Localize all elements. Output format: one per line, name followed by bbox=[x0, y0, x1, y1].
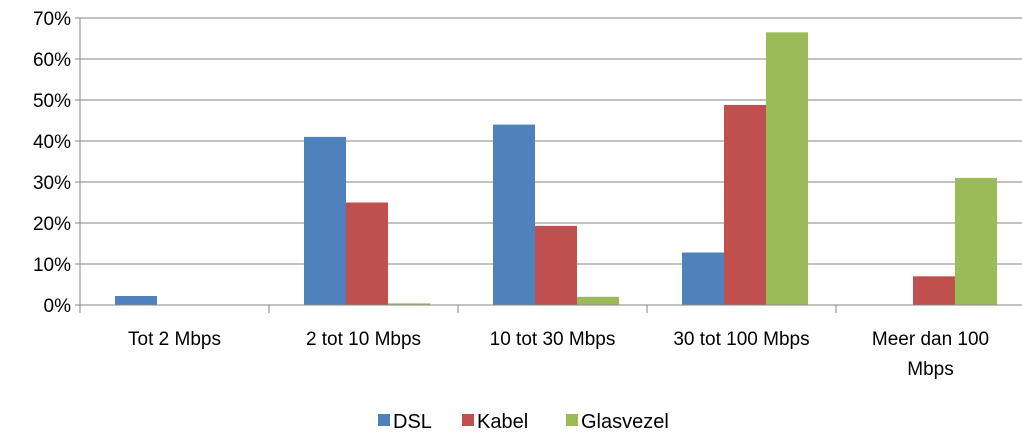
y-tick-label: 40% bbox=[33, 132, 71, 153]
x-tick-label: 30 tot 100 Mbps bbox=[673, 329, 809, 350]
y-tick-label: 20% bbox=[33, 214, 71, 235]
legend-swatch-dsl bbox=[378, 414, 390, 426]
legend: DSL Kabel Glasvezel bbox=[378, 411, 669, 433]
bar-kabel-2 bbox=[535, 225, 577, 305]
y-tick-labels: 0% 10% 20% 30% 40% 50% 60% 70% bbox=[33, 9, 71, 317]
gridlines bbox=[80, 17, 1022, 265]
y-tick-label: 50% bbox=[33, 91, 71, 112]
legend-label-kabel: Kabel bbox=[477, 411, 528, 433]
bar-glasvezel-4 bbox=[955, 177, 997, 305]
legend-swatch-glasvezel bbox=[566, 414, 578, 426]
x-tick-label: Tot 2 Mbps bbox=[128, 329, 221, 350]
bars bbox=[115, 32, 997, 305]
y-tick-label: 0% bbox=[44, 296, 72, 317]
bar-glasvezel-1 bbox=[388, 303, 430, 305]
y-tick-label: 10% bbox=[33, 255, 71, 276]
bar-kabel-3 bbox=[724, 104, 766, 305]
y-tick-label: 60% bbox=[33, 50, 71, 71]
bar-glasvezel-3 bbox=[766, 32, 808, 305]
axes bbox=[75, 17, 1022, 313]
bar-glasvezel-2 bbox=[577, 296, 619, 305]
y-tick-label: 70% bbox=[33, 9, 71, 30]
y-tick-label: 30% bbox=[33, 173, 71, 194]
legend-swatch-kabel bbox=[462, 414, 474, 426]
bar-dsl-1 bbox=[304, 136, 346, 305]
x-tick-label: 2 tot 10 Mbps bbox=[306, 329, 421, 350]
legend-label-dsl: DSL bbox=[393, 411, 432, 433]
x-tick-labels: Tot 2 Mbps 2 tot 10 Mbps 10 tot 30 Mbps 30 … bbox=[128, 329, 989, 380]
bar-dsl-2 bbox=[493, 124, 535, 305]
x-tick-label: 10 tot 30 Mbps bbox=[490, 329, 616, 350]
x-tick-label: Mbps bbox=[907, 359, 953, 380]
bar-dsl-3 bbox=[682, 252, 724, 305]
bar-kabel-1 bbox=[346, 202, 388, 305]
bar-dsl-0 bbox=[115, 295, 157, 305]
bar-kabel-4 bbox=[913, 276, 955, 305]
legend-label-glasvezel: Glasvezel bbox=[581, 411, 669, 433]
x-tick-label: Meer dan 100 bbox=[872, 329, 989, 350]
